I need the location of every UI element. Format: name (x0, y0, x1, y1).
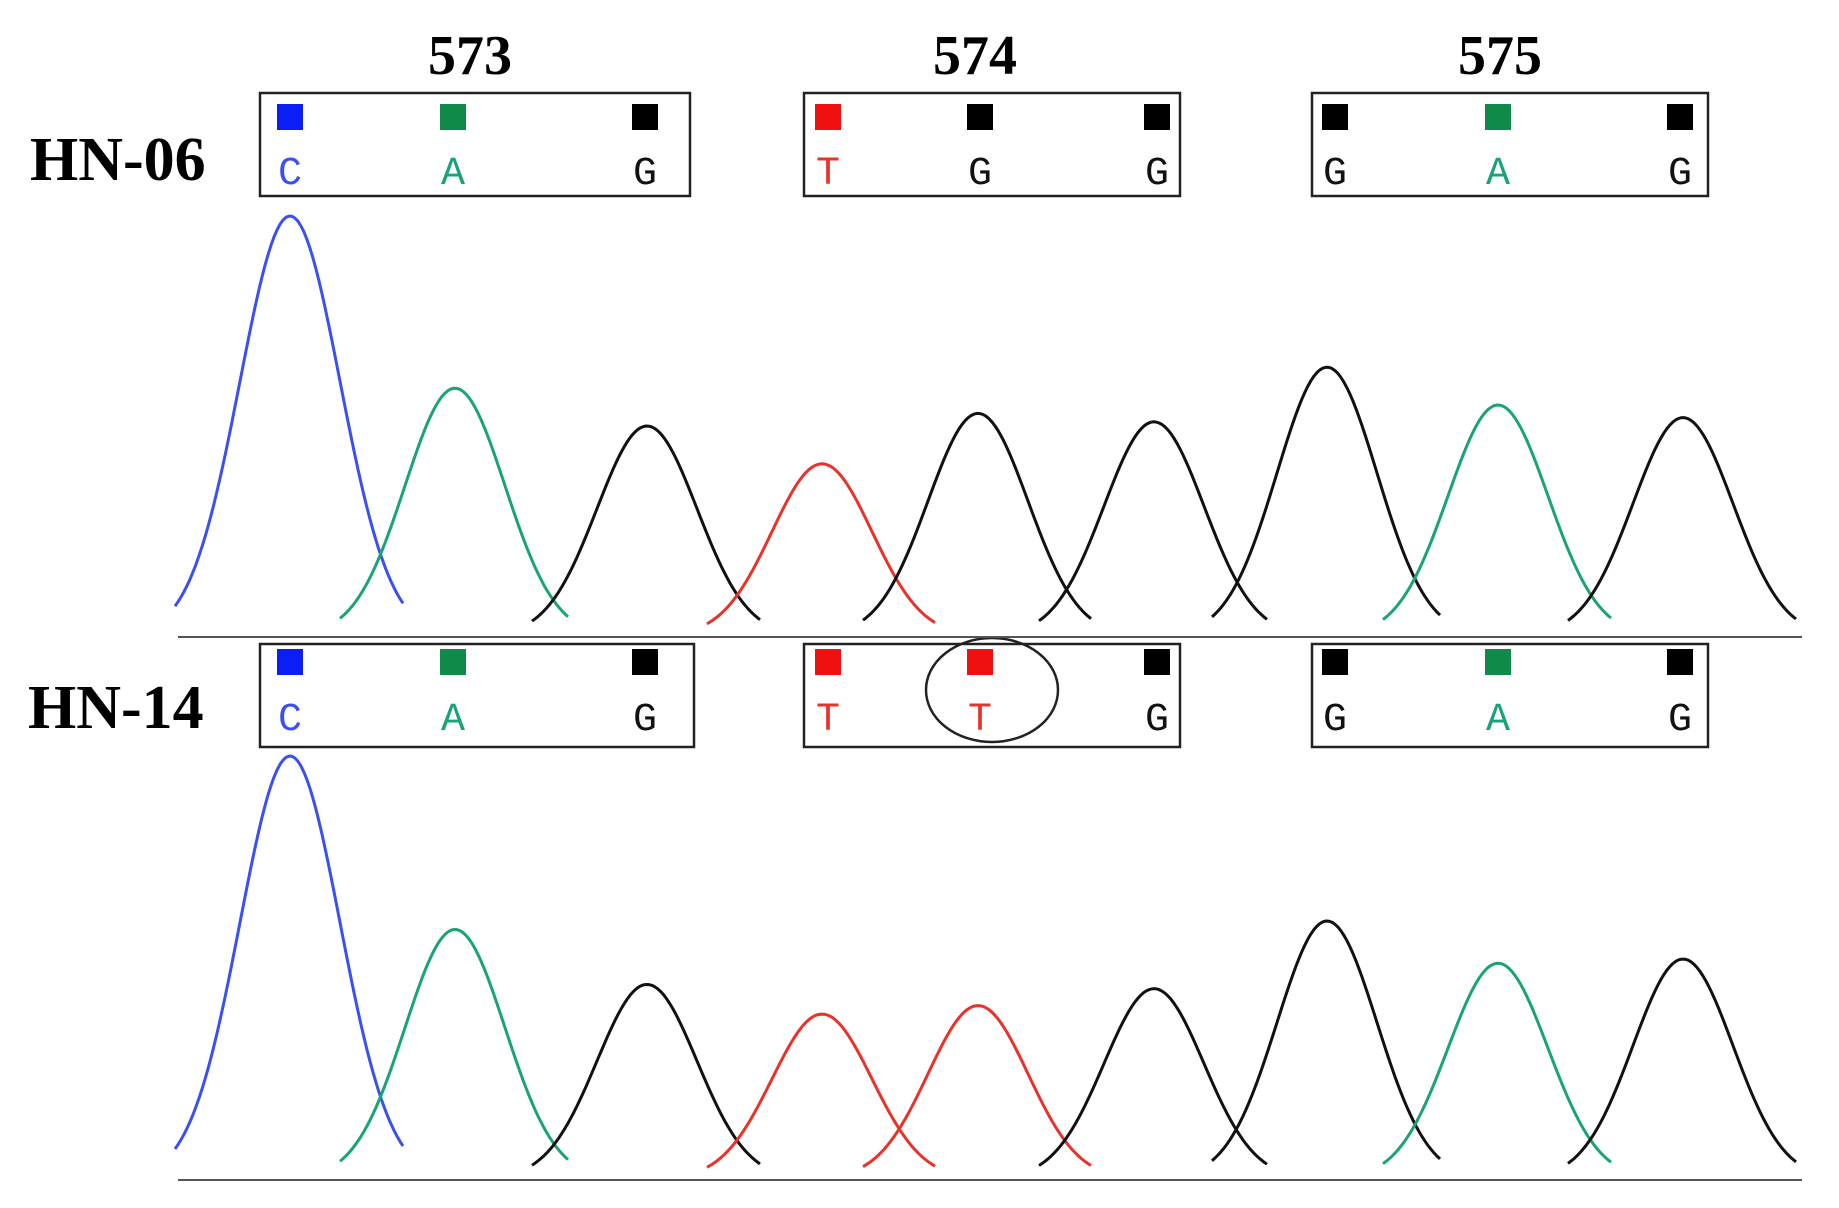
codon-box-hn-14-574 (802, 642, 1182, 749)
base-color-square (440, 649, 466, 675)
trace-peak-g (862, 411, 1092, 622)
base-call-letter: G (633, 152, 657, 197)
base-color-square (967, 649, 993, 675)
trace-peak-t (706, 462, 936, 626)
base-call-letter: A (441, 698, 465, 743)
trace-peak-g (1567, 957, 1797, 1165)
base-call-letter: G (1323, 698, 1347, 743)
codon-box-hn-14-575 (1310, 642, 1710, 749)
codon-box-hn-06-575 (1310, 91, 1710, 198)
trace-peak-c (173, 214, 405, 608)
base-color-square (277, 104, 303, 130)
base-call-letter: A (1486, 152, 1510, 197)
codon-label-575: 575 (1458, 25, 1542, 87)
sample-label-hn-14: HN-14 (28, 674, 204, 742)
base-color-square (1667, 649, 1693, 675)
base-color-square (815, 104, 841, 130)
trace-peak-t (706, 1012, 936, 1169)
base-call-letter: C (278, 698, 302, 743)
base-color-square (632, 104, 658, 130)
base-color-square (632, 649, 658, 675)
base-color-square (1322, 649, 1348, 675)
base-call-letter: G (633, 698, 657, 743)
base-color-square (1322, 104, 1348, 130)
base-color-square (440, 104, 466, 130)
trace-peak-a (1382, 961, 1612, 1165)
trace-peak-t (862, 1004, 1092, 1168)
base-call-letter: T (816, 152, 840, 197)
base-call-letter: G (1668, 698, 1692, 743)
trace-peak-g (1210, 365, 1442, 618)
base-color-square (1144, 104, 1170, 130)
sample-label-hn-06: HN-06 (30, 126, 206, 194)
trace-peak-g (531, 424, 761, 623)
codon-box-hn-06-573 (258, 91, 692, 198)
base-color-square (277, 649, 303, 675)
base-call-letter: T (968, 698, 992, 743)
trace-peak-g (1038, 420, 1268, 623)
codon-box-hn-06-574 (802, 91, 1182, 198)
trace-peak-a (1382, 403, 1612, 621)
codon-label-573: 573 (428, 25, 512, 87)
codon-box-hn-14-573 (258, 642, 696, 749)
base-call-letter: G (1145, 698, 1169, 743)
trace-peak-g (1038, 987, 1268, 1167)
base-call-letter: A (441, 152, 465, 197)
base-call-letter: C (278, 152, 302, 197)
base-call-letter: G (1323, 152, 1347, 197)
base-call-letter: G (1668, 152, 1692, 197)
trace-peak-a (339, 386, 570, 620)
base-color-square (1667, 104, 1693, 130)
base-color-square (815, 649, 841, 675)
base-call-letter: T (816, 698, 840, 743)
base-color-square (1485, 104, 1511, 130)
trace-peak-a (339, 928, 570, 1163)
base-call-letter: G (968, 152, 992, 197)
base-call-letter: G (1145, 152, 1169, 197)
trace-peak-g (1210, 919, 1442, 1162)
base-color-square (1485, 649, 1511, 675)
trace-peak-c (173, 754, 405, 1150)
trace-peak-g (531, 983, 761, 1167)
base-color-square (1144, 649, 1170, 675)
codon-label-574: 574 (933, 25, 1017, 87)
base-call-letter: A (1486, 698, 1510, 743)
base-color-square (967, 104, 993, 130)
trace-peak-g (1567, 416, 1797, 622)
